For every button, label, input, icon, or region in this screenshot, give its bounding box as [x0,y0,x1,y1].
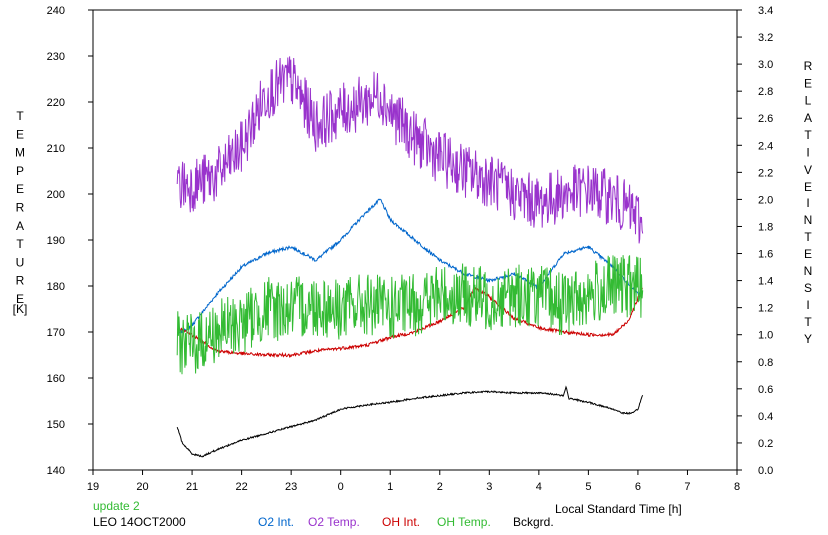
y-right-label-letter: T [804,230,812,244]
y-left-label-letter: A [16,219,24,233]
y-right-tick-label: 0.8 [758,357,773,369]
y-left-tick-label: 230 [47,51,65,63]
y-right-tick-label: 3.4 [758,5,773,17]
x-tick-label: 6 [635,481,641,493]
y-right-tick-label: 3.0 [758,59,773,71]
y-right-label-letter: Y [804,332,812,346]
y-left-label-letter: E [16,127,24,141]
y-right-label-letter: R [804,59,813,73]
x-tick-label: 4 [536,481,542,493]
series-layer [176,56,644,458]
y-right-tick-label: 3.2 [758,32,773,44]
y-left-label-letter: T [16,237,24,251]
y-right-tick-label: 2.0 [758,194,773,206]
y-left-label-letter: E [16,292,24,306]
series-line [176,255,644,375]
legend-entry: O2 Temp. [308,515,360,529]
y-left-label-letter: R [16,201,25,215]
y-left-tick-label: 200 [47,189,65,201]
y-left-tick-label: 150 [47,419,65,431]
y-right-label-letter: S [804,281,812,295]
y-right-tick-label: 1.8 [758,221,773,233]
legend-entry: OH Temp. [437,515,491,529]
x-tick-label: 5 [585,481,591,493]
y-right-label-letter: I [806,146,809,160]
y-right-tick-label: 1.0 [758,330,773,342]
y-right-label-letter: N [804,213,813,227]
y-right-tick-label: 2.6 [758,113,773,125]
x-tick-label: 0 [338,481,344,493]
y-right-label-letter: L [805,94,812,108]
y-left-tick-label: 170 [47,327,65,339]
x-tick-label: 21 [186,481,198,493]
y-left-unit: [K] [13,302,28,316]
y-left-label-letter: U [16,255,25,269]
legend-entry: OH Int. [382,515,420,529]
y-right-label-letter: I [806,196,809,210]
y-right-tick-label: 2.8 [758,86,773,98]
x-tick-label: 23 [285,481,297,493]
y-right-tick-label: 1.4 [758,276,773,288]
x-tick-label: 8 [734,481,740,493]
series-line [176,287,643,359]
y-right-tick-label: 2.4 [758,140,773,152]
y-right-tick-label: 0.4 [758,411,773,423]
y-left-label-letter: T [16,109,24,123]
y-left-tick-label: 210 [47,143,65,155]
y-right-tick-label: 1.2 [758,303,773,315]
x-tick-label: 20 [136,481,148,493]
y-right-label-letter: T [804,315,812,329]
y-right-tick-label: 0.0 [758,465,773,477]
legend-entry: O2 Int. [258,515,294,529]
y-left-tick-label: 190 [47,235,65,247]
x-tick-label: 3 [486,481,492,493]
x-axis-label: Local Standard Time [h] [555,502,682,516]
axes: 19 20 21 22 23 0 1 2 3 4 5 6 7 8140150160170180190200… [47,5,774,493]
y-right-label-letter: I [806,298,809,312]
y-left-tick-label: 180 [47,281,65,293]
x-tick-label: 7 [684,481,690,493]
y-right-label-letter: V [804,163,812,177]
y-left-tick-label: 240 [47,5,65,17]
station-annotation: LEO 14OCT2000 [93,515,186,529]
y-left-label-letter: R [16,274,25,288]
y-right-label-letter: N [804,264,813,278]
legend-entry: Bckgrd. [513,515,554,529]
y-right-label-letter: T [804,128,812,142]
y-left-label-letter: M [15,146,25,160]
y-right-label-letter: A [804,111,812,125]
y-left-tick-label: 160 [47,373,65,385]
update-annotation: update 2 [93,499,140,513]
y-left-label-letter: P [16,164,24,178]
y-right-label-letter: E [804,247,812,261]
y-left-tick-label: 220 [47,97,65,109]
series-line [176,56,644,244]
series-line [176,385,644,458]
x-tick-label: 19 [87,481,99,493]
y-right-tick-label: 0.2 [758,438,773,450]
y-left-tick-label: 140 [47,465,65,477]
legend: O2 Int. O2 Temp. OH Int. OH Temp. Bckgrd. [258,515,554,529]
x-tick-label: 22 [235,481,247,493]
y-right-tick-label: 0.6 [758,384,773,396]
y-left-label-letter: E [16,182,24,196]
y-right-tick-label: 1.6 [758,249,773,261]
x-tick-label: 1 [387,481,393,493]
y-right-label-letter: E [804,180,812,194]
x-tick-label: 2 [437,481,443,493]
y-right-tick-label: 2.2 [758,167,773,179]
series-line [176,198,643,336]
y-right-label-letter: E [804,76,812,90]
